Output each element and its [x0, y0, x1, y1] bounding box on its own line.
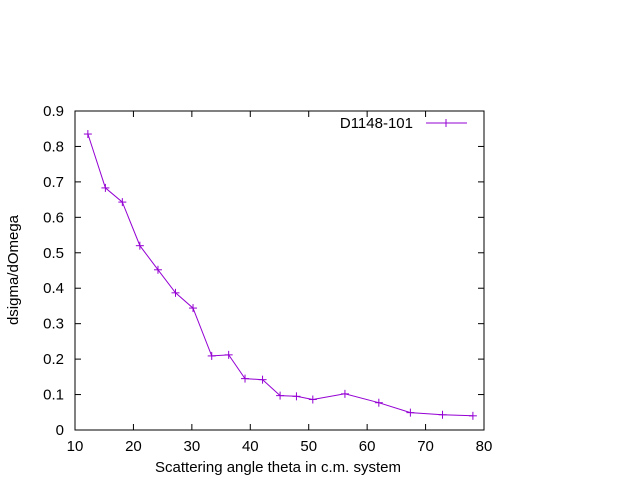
x-axis-label: Scattering angle theta in c.m. system: [155, 459, 401, 476]
x-tick-label: 50: [300, 438, 317, 455]
data-point: [224, 350, 233, 359]
data-point: [101, 183, 110, 192]
y-tick-label: 0.4: [43, 280, 64, 297]
data-point: [207, 351, 216, 360]
x-tick-label: 80: [476, 438, 493, 455]
y-axis-label: dsigma/dOmega: [5, 214, 22, 325]
y-tick-label: 0: [56, 422, 64, 439]
data-point: [468, 411, 477, 420]
data-point: [276, 391, 285, 400]
data-point: [292, 392, 301, 401]
x-tick-label: 40: [242, 438, 259, 455]
y-tick-label: 0.5: [43, 245, 64, 262]
x-tick-label: 70: [417, 438, 434, 455]
legend: D1148-101: [340, 115, 467, 132]
y-tick-label: 0.3: [43, 316, 64, 333]
y-tick-label: 0.2: [43, 351, 64, 368]
y-tick-label: 0.9: [43, 103, 64, 120]
data-point: [258, 375, 267, 384]
legend-marker: [442, 119, 450, 127]
y-tick-label: 0.8: [43, 138, 64, 155]
data-point: [153, 265, 162, 274]
plot-frame: [74, 110, 485, 431]
x-tick-label: 10: [67, 438, 84, 455]
legend-label: D1148-101: [340, 115, 413, 132]
data-point: [406, 408, 415, 417]
data-point: [189, 304, 198, 313]
x-tick-label: 30: [184, 438, 201, 455]
series-layer: [83, 130, 477, 420]
data-point: [135, 241, 144, 250]
data-point: [171, 288, 180, 297]
data-point: [340, 389, 349, 398]
data-point: [308, 395, 317, 404]
data-point: [241, 374, 250, 383]
tick-labels: 10 20 30 40 50 60 70 80 0 0.1 0.2 0.3 0.4 0.5 0.6 0.7 0.…: [43, 103, 492, 455]
x-tick-label: 60: [359, 438, 376, 455]
data-point: [438, 410, 447, 419]
y-tick-label: 0.1: [43, 387, 64, 404]
data-point: [83, 130, 92, 139]
y-tick-label: 0.6: [43, 209, 64, 226]
data-point: [374, 398, 383, 407]
data-point: [118, 198, 127, 207]
x-tick-label: 20: [125, 438, 142, 455]
y-tick-label: 0.7: [43, 174, 64, 191]
